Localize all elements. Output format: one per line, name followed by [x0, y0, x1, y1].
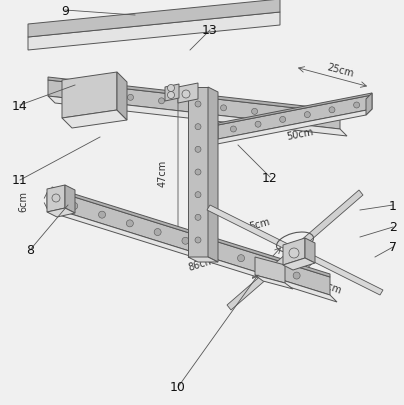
Polygon shape — [48, 78, 340, 114]
Polygon shape — [218, 96, 372, 140]
Circle shape — [195, 124, 201, 130]
Polygon shape — [28, 0, 280, 38]
Circle shape — [158, 98, 164, 104]
Text: 11: 11 — [12, 174, 28, 187]
Circle shape — [238, 255, 244, 262]
Circle shape — [195, 192, 201, 198]
Text: 47cm: 47cm — [158, 159, 168, 186]
Polygon shape — [300, 250, 383, 295]
Text: 12: 12 — [262, 171, 278, 184]
Polygon shape — [227, 254, 291, 310]
Polygon shape — [65, 185, 75, 213]
Circle shape — [230, 127, 236, 133]
Circle shape — [195, 170, 201, 175]
Polygon shape — [188, 257, 218, 262]
Circle shape — [154, 229, 161, 236]
Text: 7: 7 — [389, 241, 397, 254]
Polygon shape — [188, 88, 208, 257]
Text: 10: 10 — [170, 381, 186, 394]
Polygon shape — [255, 275, 293, 289]
Circle shape — [354, 103, 360, 109]
Circle shape — [97, 92, 103, 98]
Polygon shape — [299, 190, 363, 247]
Polygon shape — [47, 185, 65, 213]
Circle shape — [314, 116, 320, 122]
Polygon shape — [208, 88, 218, 262]
Polygon shape — [47, 209, 75, 217]
Text: 14: 14 — [12, 99, 28, 112]
Circle shape — [182, 91, 190, 99]
Circle shape — [195, 147, 201, 153]
Circle shape — [293, 273, 300, 279]
Polygon shape — [117, 73, 127, 121]
Text: 8: 8 — [26, 244, 34, 257]
Text: 13: 13 — [202, 24, 218, 37]
Circle shape — [71, 203, 78, 210]
Polygon shape — [366, 94, 372, 116]
Circle shape — [195, 215, 201, 221]
Text: 9: 9 — [61, 4, 69, 17]
Text: 25cm: 25cm — [326, 62, 355, 79]
Circle shape — [168, 92, 175, 99]
Polygon shape — [48, 97, 347, 136]
Circle shape — [99, 212, 105, 219]
Polygon shape — [48, 81, 340, 130]
Circle shape — [65, 88, 72, 94]
Circle shape — [289, 248, 299, 258]
Polygon shape — [28, 13, 280, 51]
Circle shape — [126, 220, 133, 227]
Circle shape — [283, 113, 288, 119]
Polygon shape — [218, 94, 372, 126]
Polygon shape — [283, 239, 305, 265]
Polygon shape — [283, 258, 315, 270]
Circle shape — [182, 238, 189, 245]
Text: 6cm: 6cm — [18, 191, 28, 212]
Polygon shape — [52, 188, 330, 277]
Polygon shape — [165, 85, 179, 102]
Polygon shape — [62, 111, 127, 129]
Circle shape — [304, 112, 310, 118]
Circle shape — [221, 106, 227, 111]
Circle shape — [189, 102, 196, 108]
Circle shape — [168, 85, 175, 92]
Text: 86cm: 86cm — [187, 255, 215, 272]
Polygon shape — [305, 239, 315, 263]
Circle shape — [255, 122, 261, 128]
Polygon shape — [178, 84, 198, 104]
Circle shape — [329, 108, 335, 113]
Circle shape — [280, 117, 286, 123]
Polygon shape — [52, 190, 330, 295]
Text: 4cm: 4cm — [320, 279, 343, 296]
Circle shape — [210, 246, 217, 254]
Text: 2: 2 — [389, 221, 397, 234]
Polygon shape — [207, 205, 290, 250]
Polygon shape — [62, 73, 117, 119]
Circle shape — [195, 102, 201, 108]
Text: 50cm: 50cm — [286, 126, 314, 141]
Circle shape — [265, 264, 272, 271]
Circle shape — [195, 237, 201, 243]
Circle shape — [128, 95, 133, 101]
Polygon shape — [212, 110, 372, 146]
Circle shape — [252, 109, 258, 115]
Text: 1: 1 — [389, 199, 397, 212]
Text: 5cm: 5cm — [248, 216, 271, 231]
Polygon shape — [255, 257, 285, 284]
Polygon shape — [52, 209, 337, 302]
Circle shape — [52, 194, 60, 202]
